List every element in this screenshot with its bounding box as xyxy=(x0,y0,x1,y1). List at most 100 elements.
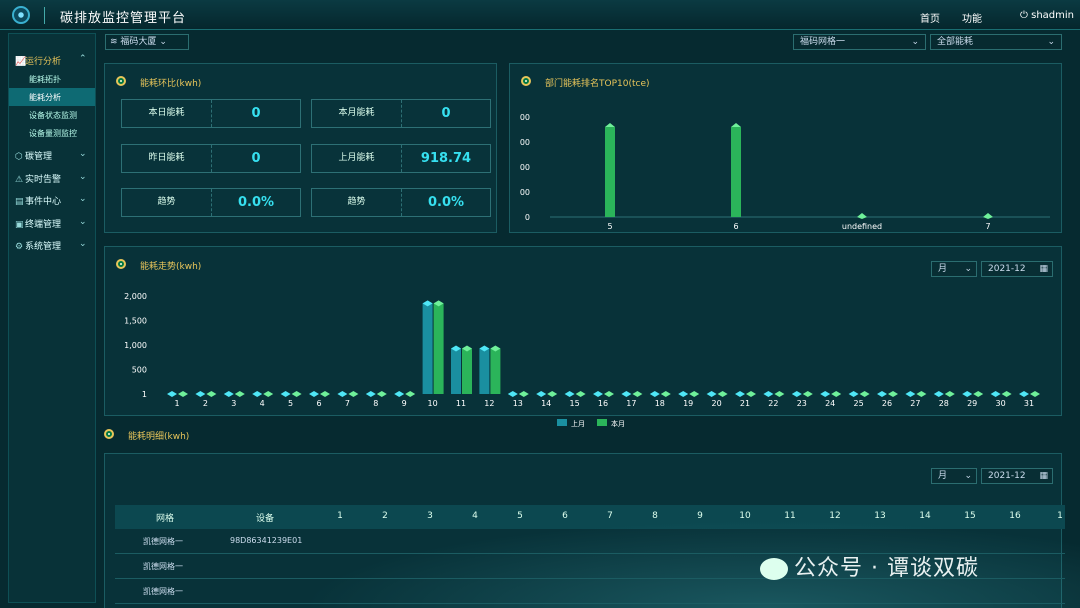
bar-cap xyxy=(717,391,728,397)
bar-cap xyxy=(877,391,887,397)
table-column-header[interactable]: 设备 xyxy=(255,514,274,524)
x-tick-label: 15 xyxy=(570,399,580,408)
table-column-header[interactable]: 网格 xyxy=(155,514,174,524)
sidebar-item-events[interactable]: ▤事件中心 ⌄ xyxy=(15,194,87,207)
x-tick-label: 28 xyxy=(939,399,949,408)
x-tick-label: 22 xyxy=(768,399,778,408)
x-tick-label: 6 xyxy=(316,399,321,408)
x-tick-label: 16 xyxy=(598,399,608,408)
sidebar-subitem-measure[interactable]: 设备量测监控 xyxy=(29,129,77,138)
building-select[interactable]: ≋ 福码大厦 ⌄ xyxy=(105,34,189,50)
chevron-down-icon: ⌄ xyxy=(79,217,87,227)
trend-date-picker[interactable]: 2021-12 ▦ xyxy=(981,261,1053,277)
y-tick-label: 00 xyxy=(520,188,530,197)
wechat-icon xyxy=(760,558,788,580)
x-tick-label: 4 xyxy=(260,399,265,408)
bar-cap xyxy=(422,300,433,307)
detail-date-picker[interactable]: 2021-12 ▦ xyxy=(981,468,1053,484)
table-column-header[interactable]: 15 xyxy=(964,511,976,521)
table-column-header[interactable]: 14 xyxy=(919,511,931,521)
table-column-header[interactable]: 16 xyxy=(1009,511,1021,521)
x-tick-label: 14 xyxy=(541,399,551,408)
table-column-header[interactable]: 11 xyxy=(784,511,796,521)
table-column-header[interactable]: 4 xyxy=(472,511,478,521)
x-tick-label: undefined xyxy=(842,222,882,231)
bar-cap xyxy=(605,123,615,127)
x-tick-label: 5 xyxy=(288,399,293,408)
table-column-header[interactable]: 1 xyxy=(1057,511,1063,521)
table-column-header[interactable]: 6 xyxy=(562,511,568,521)
table-column-header[interactable]: 10 xyxy=(739,511,751,521)
table-column-header[interactable]: 9 xyxy=(697,511,703,521)
energy-select[interactable]: 全部能耗 ⌄ xyxy=(930,34,1062,50)
table-column-header[interactable]: 5 xyxy=(517,511,523,521)
bar-cap xyxy=(706,391,717,397)
bar-cap xyxy=(802,391,813,397)
bar-cap xyxy=(857,213,867,219)
user-menu[interactable]: ⏻ shadmin xyxy=(1020,10,1074,21)
table-column-header[interactable]: 3 xyxy=(427,511,433,521)
sidebar-subitem-analysis[interactable]: 能耗分析 xyxy=(29,93,61,102)
kpi-last-month: 上月能耗 918.74 xyxy=(311,144,491,173)
bar xyxy=(490,348,501,394)
bar xyxy=(605,127,615,217)
chevron-down-icon: ⌄ xyxy=(79,172,87,182)
bar-cap xyxy=(479,345,490,352)
table-cell-grid: 凯德网格一 xyxy=(143,537,183,546)
bar-cap xyxy=(462,345,472,352)
x-tick-label: 25 xyxy=(854,399,864,408)
nav-functions[interactable]: 功能 xyxy=(962,14,982,25)
table-column-header[interactable]: 1 xyxy=(337,511,343,521)
row-divider xyxy=(115,553,1065,554)
trend-panel: 能耗走势(kwh) 月 ⌄ 2021-12 ▦ 1 500 1,000 1,500 2,00… xyxy=(104,246,1062,428)
carbon-icon: ⬡ xyxy=(15,152,23,162)
bar-cap xyxy=(791,391,802,397)
nav-home[interactable]: 首页 xyxy=(920,14,940,25)
bar-cap xyxy=(507,391,518,397)
bar-cap xyxy=(337,391,348,397)
table-header: 网格 设备 1 2 3 4 5 6 7 8 9 10 11 12 13 14 15 16 1 xyxy=(115,505,1065,529)
sidebar-item-system[interactable]: ⚙ 系统管理 ⌄ xyxy=(15,239,87,252)
sidebar-item-analysis[interactable]: 📈运行分析 ⌃ xyxy=(15,54,87,67)
sidebar-subitem-topology[interactable]: 能耗拓扑 xyxy=(29,75,61,84)
bar-cap xyxy=(905,391,916,397)
x-tick-label: 9 xyxy=(402,399,407,408)
trend-period-select[interactable]: 月 ⌄ xyxy=(931,261,977,277)
kpi-today: 本日能耗 0 xyxy=(121,99,301,128)
alert-icon: ⚠ xyxy=(15,175,24,185)
detail-period-select[interactable]: 月 ⌄ xyxy=(931,468,977,484)
bar-cap xyxy=(291,391,302,397)
sidebar-subitem-status[interactable]: 设备状态监测 xyxy=(29,111,77,120)
chevron-down-icon: ⌄ xyxy=(964,471,972,481)
bar-cap xyxy=(621,391,632,397)
bar-cap xyxy=(660,391,671,397)
bar-cap xyxy=(1019,391,1029,397)
table-column-header[interactable]: 7 xyxy=(607,511,613,521)
grid-select[interactable]: 福码网格一 ⌄ xyxy=(793,34,926,50)
y-tick-label: 500 xyxy=(132,366,147,375)
bar-cap xyxy=(536,391,547,397)
bar-cap xyxy=(735,391,745,397)
app-title: 碳排放监控管理平台 xyxy=(60,11,187,26)
table-column-header[interactable]: 2 xyxy=(382,511,388,521)
settings-icon: ⚙ xyxy=(15,242,24,252)
title-dot-icon xyxy=(116,259,126,269)
x-tick-label: 27 xyxy=(910,399,920,408)
table-column-header[interactable]: 12 xyxy=(829,511,841,521)
sidebar-item-carbon[interactable]: ⬡ 碳管理 ⌄ xyxy=(15,149,87,162)
bar-cap xyxy=(518,391,529,397)
bar-cap xyxy=(547,391,558,397)
bar-cap xyxy=(774,391,785,397)
sidebar-item-alerts[interactable]: ⚠ 实时告警 ⌄ xyxy=(15,172,87,185)
bar-cap xyxy=(689,391,700,397)
bar-cap xyxy=(490,345,501,352)
bar-cap xyxy=(167,391,177,397)
username: shadmin xyxy=(1031,10,1074,21)
table-column-header[interactable]: 13 xyxy=(874,511,886,521)
table-column-header[interactable]: 8 xyxy=(652,511,658,521)
bar-cap xyxy=(649,391,660,397)
sidebar-item-terminals[interactable]: ▣终端管理 ⌄ xyxy=(15,217,87,230)
bar-cap xyxy=(451,345,461,352)
